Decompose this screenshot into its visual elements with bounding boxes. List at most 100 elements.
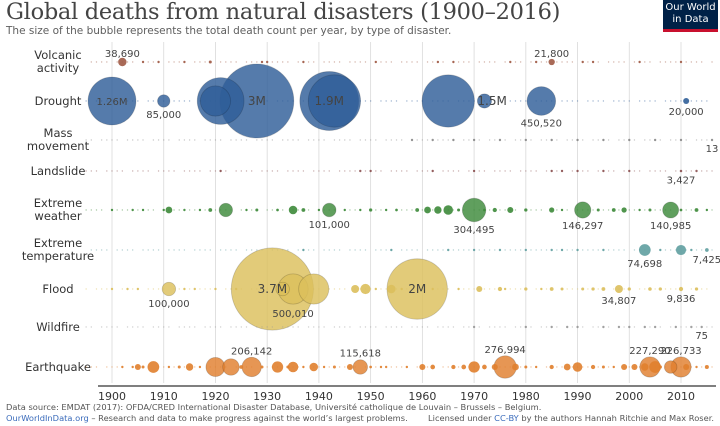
tick-dot <box>711 170 713 172</box>
bubble-weather-1970 <box>461 197 487 223</box>
tick-dot <box>338 288 341 290</box>
bubble-mass-2010 <box>679 138 683 142</box>
owid-logo[interactable]: Our World in Data <box>663 0 718 32</box>
tick-dot <box>90 249 93 251</box>
tick-dot <box>597 326 599 328</box>
bubbles-layer <box>85 57 714 379</box>
tick-dot <box>100 139 103 141</box>
logo-line-2: in Data <box>672 14 709 25</box>
tick-dot <box>514 326 517 328</box>
tick-dot <box>695 249 698 251</box>
license-link[interactable]: CC-BY <box>494 413 519 423</box>
tick-dot <box>685 170 687 172</box>
tick-dot <box>183 139 186 141</box>
tick-dot <box>556 139 558 141</box>
tick-dot <box>266 139 268 141</box>
x-tick-label-2000: 2000 <box>615 390 643 403</box>
tick-dot <box>644 288 646 290</box>
tick-dot <box>85 366 87 368</box>
tick-dot <box>571 61 574 63</box>
tick-dot <box>447 139 449 141</box>
bubble-earthquake-1934 <box>286 365 290 369</box>
tick-dot <box>618 100 620 102</box>
tick-dot <box>183 249 186 251</box>
tick-dot <box>504 326 506 328</box>
tick-dot <box>137 326 139 328</box>
bubble-earthquake-1932 <box>271 361 284 373</box>
tick-dot <box>519 61 522 63</box>
license-suffix: by the authors Hannah Ritchie and Max Ro… <box>518 413 714 423</box>
tick-dot <box>638 100 641 102</box>
bubble-flood-1947 <box>351 285 360 293</box>
tick-dot <box>488 209 491 211</box>
bubble-landslide-1962 <box>431 169 434 173</box>
bubble-earthquake-2001 <box>631 363 638 371</box>
tick-dot <box>613 288 615 290</box>
tick-dot <box>152 61 155 63</box>
tick-dot <box>194 209 196 211</box>
tick-dot <box>349 170 351 172</box>
tick-dot <box>219 249 222 251</box>
tick-dot <box>178 249 180 251</box>
tick-dot <box>504 139 506 141</box>
tick-dot <box>597 100 599 102</box>
tick-dot <box>623 100 625 102</box>
tick-dot <box>328 170 330 172</box>
tick-dot <box>556 61 558 63</box>
tick-dot <box>395 170 398 172</box>
tick-dot <box>90 326 93 328</box>
bubble-volcanic-1985 <box>548 58 555 66</box>
data-label-earthquake-2004: 227,290 <box>629 346 670 357</box>
tick-dot <box>582 170 584 172</box>
tick-dot <box>359 249 361 251</box>
bubble-flood-1971 <box>476 285 483 293</box>
tick-dot <box>566 288 568 290</box>
tick-dot <box>695 100 698 102</box>
tick-dot <box>142 139 144 141</box>
tick-dot <box>411 100 413 102</box>
tick-dot <box>499 209 501 211</box>
tick-dot <box>463 326 465 328</box>
tick-dot <box>540 139 543 141</box>
tick-dot <box>442 366 444 368</box>
x-tick-label-1930: 1930 <box>253 390 281 403</box>
tick-dot <box>669 61 672 63</box>
chart-subtitle: The size of the bubble represents the to… <box>6 25 452 37</box>
tick-dot <box>282 209 284 211</box>
bubble-drought-1910 <box>157 94 171 108</box>
site-link[interactable]: OurWorldInData.org <box>6 413 89 423</box>
tick-dot <box>235 249 237 251</box>
bubble-flood-1914 <box>183 287 186 291</box>
tick-dot <box>178 100 180 102</box>
bubble-flood-1967 <box>457 287 460 291</box>
tick-dot <box>137 100 139 102</box>
tick-dot <box>204 209 206 211</box>
tick-dot <box>700 249 703 251</box>
bubble-volcanic-2010 <box>679 60 683 64</box>
bubble-earthquake-1990 <box>572 362 583 372</box>
tick-dot <box>313 139 315 141</box>
bubble-drought-1920 <box>199 85 231 117</box>
tick-dot <box>126 139 129 141</box>
tick-dot <box>287 170 289 172</box>
tick-dot <box>561 100 563 102</box>
bubble-weather-2010 <box>679 208 683 212</box>
tick-dot <box>199 61 201 63</box>
tick-dot <box>287 61 289 63</box>
tick-dot <box>256 139 258 141</box>
x-tick-label-1950: 1950 <box>357 390 385 403</box>
tick-dot <box>266 170 268 172</box>
x-tick-label-1990: 1990 <box>564 390 592 403</box>
tick-dot <box>178 61 180 63</box>
tick-dot <box>488 139 491 141</box>
tick-dot <box>540 209 543 211</box>
data-label-landslide-2010: 3,427 <box>667 175 696 186</box>
tick-dot <box>561 366 563 368</box>
tick-dot <box>680 326 682 328</box>
data-label-flood-1935: 500,010 <box>272 309 313 320</box>
bubble-landslide-1990 <box>576 169 579 173</box>
bubble-earthquake-1929 <box>260 365 264 369</box>
tick-dot <box>188 209 191 211</box>
bubble-earthquake-1939 <box>309 362 319 372</box>
tick-dot <box>380 61 382 63</box>
